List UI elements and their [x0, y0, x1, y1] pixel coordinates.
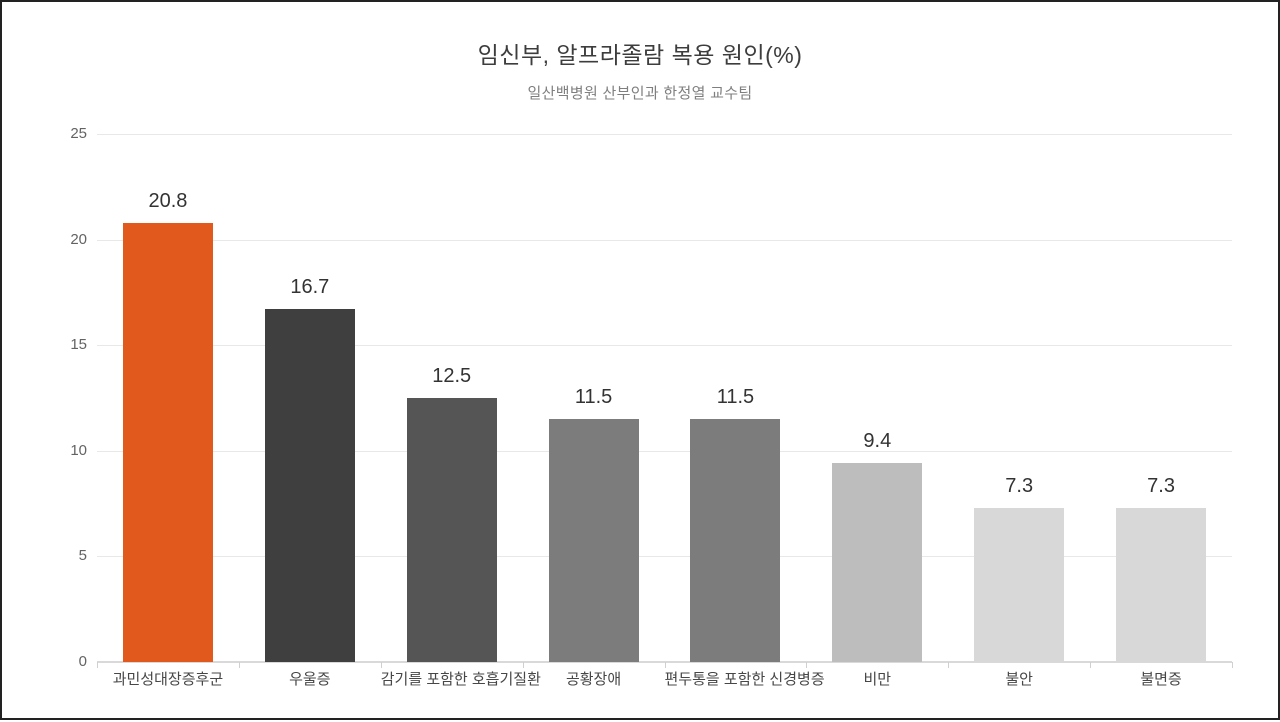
- bar-value-label: 12.5: [432, 365, 472, 387]
- x-axis-tick: [1232, 662, 1233, 668]
- bar-value-label: 9.4: [863, 430, 892, 452]
- gridline: [97, 450, 1232, 452]
- x-axis-tick: [664, 662, 666, 668]
- bar-3: [406, 398, 497, 662]
- bar-6: [832, 463, 923, 662]
- gridline: [97, 556, 1232, 558]
- chart-subtitle: 일산백병원 산부인과 한정열 교수팀: [527, 85, 753, 102]
- y-axis-label: 0: [78, 653, 87, 670]
- x-axis-tick: [806, 662, 808, 668]
- bar-value-label: 11.5: [574, 386, 613, 408]
- x-axis-tick: [1090, 662, 1092, 668]
- bar-8: [1116, 508, 1207, 662]
- x-axis-tick: [948, 662, 950, 668]
- category-label: 감기를 포함한 호흡기질환: [380, 671, 541, 688]
- bar-5: [690, 419, 781, 662]
- y-axis-label: 25: [70, 125, 87, 142]
- chart-title: 임신부, 알프라졸람 복용 원인(%): [477, 42, 803, 68]
- bar-7: [974, 508, 1065, 662]
- y-axis-label: 5: [78, 547, 87, 565]
- category-label: 비만: [863, 671, 892, 688]
- chart-header: 임신부, 알프라졸람 복용 원인(%) 일산백병원 산부인과 한정열 교수팀: [2, 36, 1278, 103]
- category-label: 과민성대장증후군: [112, 671, 224, 688]
- bar-value-label: 16.7: [290, 276, 330, 298]
- bar-4: [548, 419, 639, 662]
- category-label: 불안: [1005, 671, 1033, 688]
- category-label: 불면증: [1140, 671, 1182, 688]
- category-label: 공황장애: [565, 671, 622, 688]
- x-axis-tick: [380, 662, 382, 668]
- gridline: [97, 345, 1232, 347]
- x-axis-tick: [238, 662, 240, 668]
- gridline: [97, 239, 1232, 241]
- bar-value-label: 7.3: [1147, 475, 1175, 497]
- y-axis-label: 15: [70, 336, 87, 354]
- category-label: 편두통을 포함한 신경병증: [664, 671, 825, 688]
- bar-value-label: 7.3: [1005, 475, 1034, 497]
- x-axis-tick: [97, 662, 98, 668]
- category-label: 우울증: [289, 671, 331, 688]
- y-axis-label: 10: [70, 441, 87, 459]
- y-axis-label: 20: [70, 230, 87, 248]
- gridline: [97, 134, 1232, 135]
- x-axis-tick: [522, 662, 524, 668]
- bar-value-label: 20.8: [148, 190, 188, 212]
- bar-2: [264, 309, 355, 662]
- bar-1: [122, 223, 213, 662]
- bar-value-label: 11.5: [716, 386, 755, 408]
